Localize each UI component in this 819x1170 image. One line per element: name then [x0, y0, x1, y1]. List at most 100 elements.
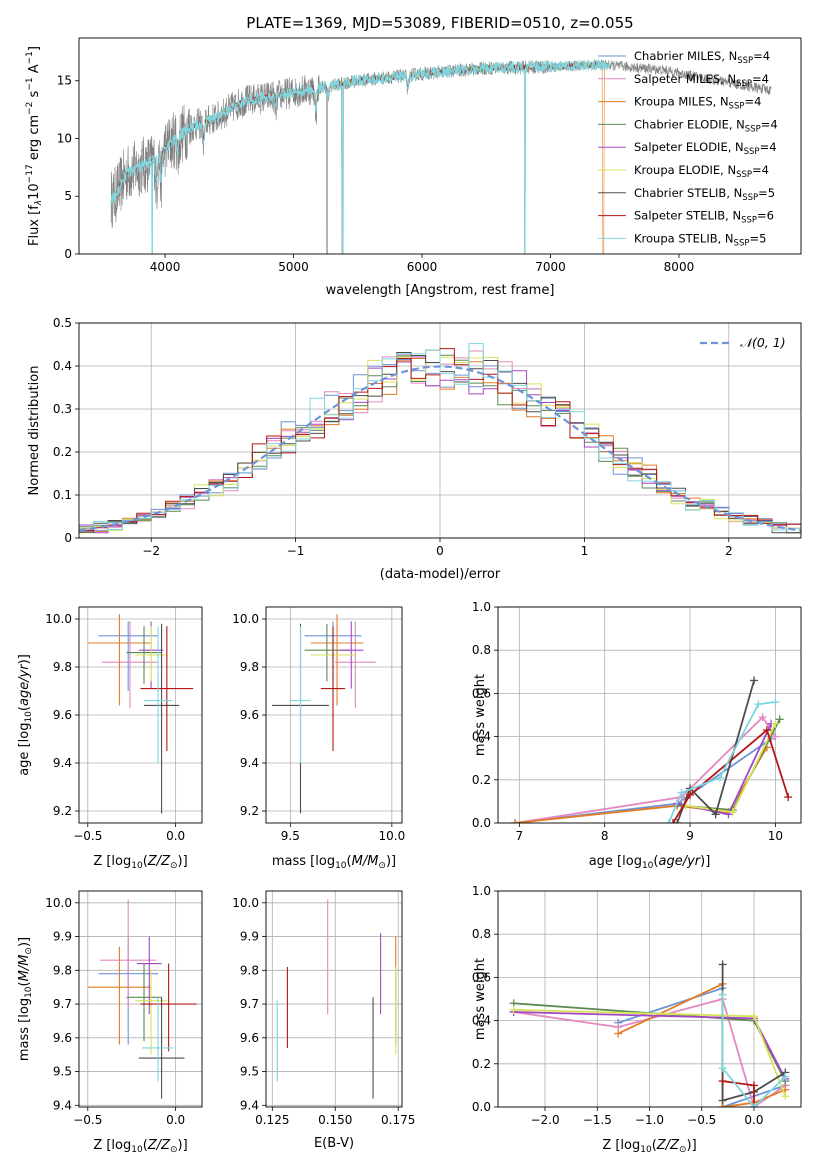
- subscript: 10: [640, 1145, 652, 1155]
- mass-weight-series: [509, 1005, 790, 1101]
- x-tick-label: 0.0: [744, 1113, 763, 1127]
- x-tick-label: 2: [725, 544, 733, 558]
- errorbar-point: [144, 626, 173, 763]
- mass_vs_ebv-plot-area: [276, 899, 397, 1099]
- y-axis-label: Normed distribution: [27, 366, 42, 496]
- subscript: ⊙: [378, 861, 386, 871]
- label-part: (: [652, 1138, 657, 1153]
- legend-entry: Chabrier ELODIE, NSSP=4: [634, 117, 778, 134]
- y-tick-label: 9.7: [53, 997, 72, 1011]
- legend-entry: Chabrier STELIB, NSSP=5: [634, 186, 775, 203]
- legend-entry: Salpeter MILES, NSSP=4: [634, 72, 769, 89]
- y-tick-label: 0.4: [53, 359, 72, 373]
- subscript: SSP: [736, 79, 752, 89]
- mass_weight_vs_Z-plot-area: [509, 960, 790, 1107]
- label-part: (: [17, 981, 32, 986]
- y-tick-label: 9.7: [240, 997, 259, 1011]
- y-tick-label: 0.5: [53, 316, 72, 330]
- subscript: SSP: [734, 238, 750, 248]
- errorbar-point: [320, 626, 346, 751]
- legend-entry: Kroupa STELIB, NSSP=5: [634, 231, 766, 248]
- y-tick-label: 9.8: [240, 963, 259, 977]
- legend-entry: Salpeter STELIB, NSSP=6: [634, 209, 774, 226]
- x-tick-label: −1.0: [635, 1113, 664, 1127]
- errorbar-point: [100, 899, 157, 1008]
- y-tick-label: 10.0: [232, 896, 259, 910]
- spectrum-plot-area: [110, 58, 772, 254]
- mass_vs_ebv-panel: 0.125 0.150 0.175 9.4 9.5 9.6 9.7 9.8 9.9 10.0 E(B…: [232, 890, 415, 1151]
- subscript: SSP: [742, 193, 758, 203]
- y-tick-label: 10.0: [45, 896, 72, 910]
- y-tick-label: 0.2: [472, 773, 491, 787]
- x-tick-label: −2: [142, 544, 160, 558]
- mass-weight-series: [664, 698, 780, 823]
- y-tick-label: 1.0: [472, 884, 491, 898]
- subscript: ⊙: [170, 861, 178, 871]
- errorbar-point: [144, 623, 180, 814]
- label-part: =4: [760, 140, 777, 154]
- superscript: −1: [25, 51, 35, 64]
- x-tick-label: 9.5: [281, 829, 300, 843]
- y-tick-label: 9.5: [240, 1065, 259, 1079]
- y-tick-label: 0.1: [53, 488, 72, 502]
- subscript: ⊙: [24, 947, 34, 955]
- y-tick-label: 0.8: [472, 643, 491, 657]
- y-tick-label: 9.4: [53, 756, 72, 770]
- errorbar-point: [101, 621, 159, 708]
- errorbar-point: [304, 623, 350, 682]
- legend-entry: Chabrier MILES, NSSP=4: [634, 49, 770, 66]
- label-part: (: [143, 854, 148, 869]
- x-axis-label: mass [log10(M/M⊙)]: [272, 854, 396, 871]
- label-part: )]: [178, 1138, 188, 1153]
- label-part: (: [17, 706, 32, 711]
- errorbar-point: [136, 936, 162, 1015]
- series-line: [721, 994, 786, 1107]
- errorbar-point: [87, 614, 152, 706]
- y-axis-label: Flux [fλ10−17 erg cm−2 s−1 A−1]: [25, 46, 44, 246]
- y-tick-label: 10.0: [45, 612, 72, 626]
- label-part: =4: [752, 163, 769, 177]
- y-tick-label: 10: [57, 131, 72, 145]
- y-tick-label: 0: [64, 531, 72, 545]
- y-axis-label: mass [log10(M/M⊙)]: [17, 937, 34, 1061]
- figure-title: PLATE=1369, MJD=53089, FIBERID=0510, z=0…: [246, 14, 633, 32]
- mass_weight_vs_Z-panel: −2.0 −1.5 −1.0 −0.5 0.0 0.0 0.2 0.4 0.6 0.8 1.0 Z […: [472, 884, 802, 1155]
- superscript: −2: [25, 102, 35, 115]
- subscript: ⊙: [170, 1145, 178, 1155]
- y-tick-label: 0.0: [472, 816, 491, 830]
- model-spectrum-line: [110, 61, 605, 254]
- age_vs_Z-panel: −0.5 0.0 9.2 9.4 9.6 9.8 10.0 Z [log10(Z/Z⊙)] ag…: [17, 606, 203, 871]
- y-tick-label: 9.4: [53, 1098, 72, 1112]
- label-part: =6: [757, 209, 774, 223]
- label-part: )]: [178, 854, 188, 869]
- y-tick-label: 0.3: [53, 402, 72, 416]
- subscript: SSP: [744, 147, 760, 157]
- label-part: A: [27, 64, 42, 77]
- y-tick-label: 9.6: [240, 1031, 259, 1045]
- label-part: =4: [753, 49, 770, 63]
- legend-entry: 𝒩(0, 1): [740, 335, 786, 350]
- y-tick-label: 15: [57, 74, 72, 88]
- normal-reference-curve: [79, 365, 801, 532]
- y-tick-label: 9.4: [240, 756, 259, 770]
- x-tick-label: −0.5: [73, 829, 102, 843]
- errorbar-point: [126, 963, 162, 1042]
- subscript: 10: [642, 861, 654, 871]
- y-tick-label: 9.6: [53, 708, 72, 722]
- y-tick-label: 0.6: [472, 686, 491, 700]
- histogram-step: [79, 343, 801, 534]
- age_vs_mass-plot-area: [272, 614, 376, 814]
- spectrum-legend: Chabrier MILES, NSSP=4 Salpeter MILES, NS…: [598, 49, 778, 248]
- label-part: )]: [17, 654, 32, 664]
- axes-frame: [497, 606, 802, 824]
- subscript: λ: [34, 200, 44, 206]
- y-tick-label: 0: [64, 247, 72, 261]
- y-tick-label: 0.2: [472, 1057, 491, 1071]
- age_vs_Z-plot-area: [87, 614, 194, 814]
- label-part: =5: [758, 186, 775, 200]
- label-part: age/yr: [17, 663, 32, 706]
- subscript: SSP: [741, 216, 757, 226]
- superscript: −1: [25, 77, 35, 90]
- subscript: SSP: [745, 124, 761, 134]
